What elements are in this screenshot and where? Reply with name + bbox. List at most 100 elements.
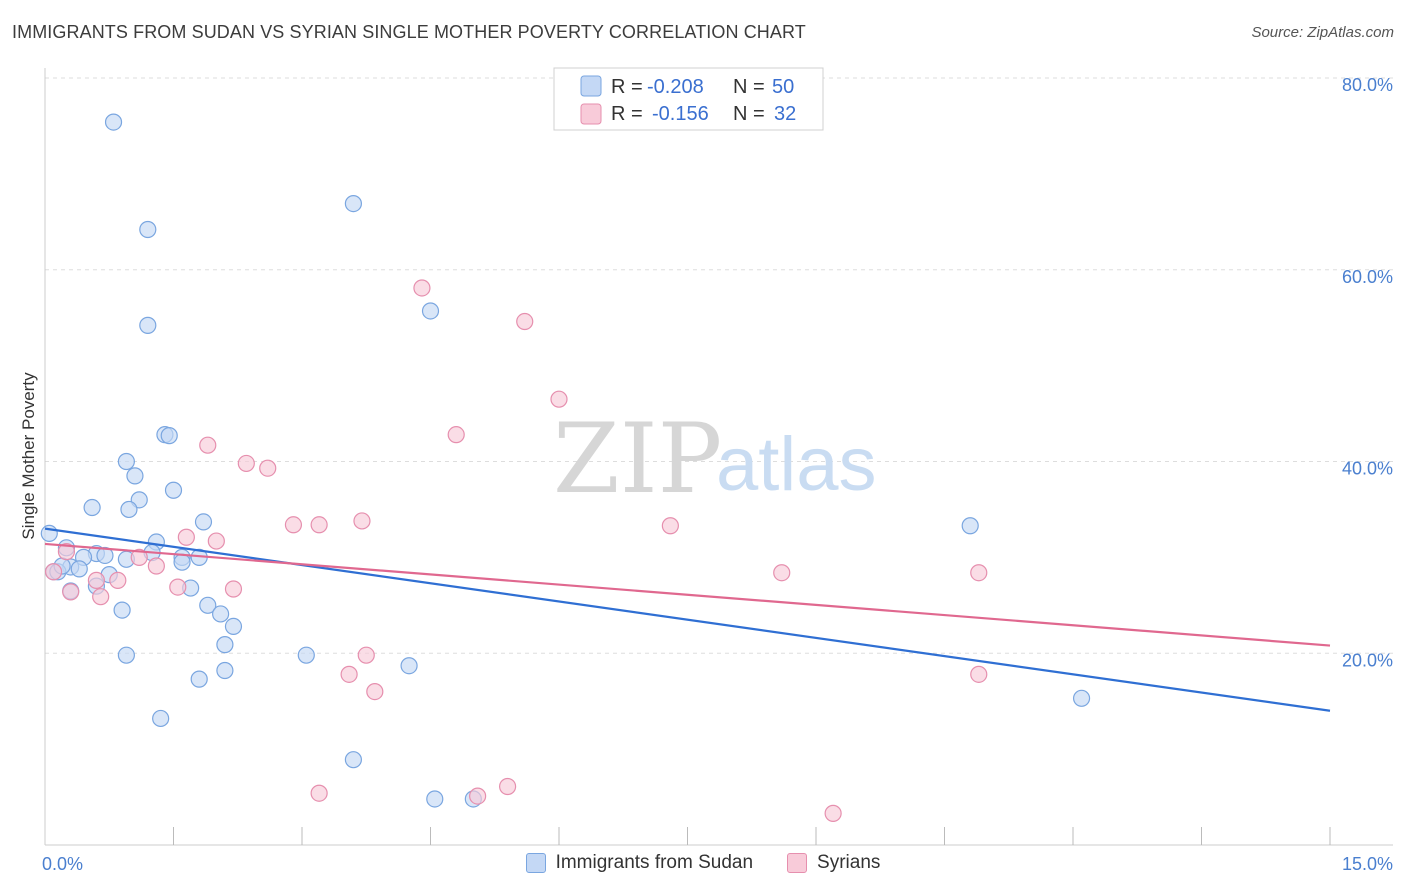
sudan-point	[426, 790, 444, 808]
watermark: ZIP atlas	[553, 403, 877, 515]
syria-point	[357, 646, 375, 664]
syria-point	[130, 548, 148, 566]
stat-n-value-syria: 32	[774, 103, 796, 125]
sudan-point	[400, 657, 418, 675]
stats-box: R = -0.208 N = 50 R = -0.156 N = 32	[553, 67, 824, 131]
sudan-point	[344, 751, 362, 769]
sudan-point	[421, 302, 440, 320]
sudan-point	[216, 636, 234, 654]
stat-r-label-sudan: R =	[611, 76, 643, 98]
sudan-point	[152, 709, 170, 728]
stat-r-label-syria: R =	[611, 103, 643, 125]
syria-point	[207, 532, 225, 550]
syria-point	[177, 528, 195, 546]
y-tick-label: 60.0%	[1342, 267, 1393, 287]
sudan-point	[40, 524, 58, 543]
legend-label-sudan: Immigrants from Sudan	[555, 852, 754, 873]
syria-point	[970, 665, 988, 683]
y-axis-label: Single Mother Poverty	[19, 372, 38, 540]
stat-r-value-syria: -0.156	[652, 103, 709, 125]
syria-point	[340, 665, 358, 683]
sudan-point	[173, 553, 191, 571]
syria-point	[224, 580, 243, 598]
legend-swatch-syria	[787, 853, 808, 873]
sudan-point	[961, 517, 979, 535]
syria-point	[310, 516, 328, 534]
sudan-point	[344, 194, 362, 213]
x-tick-label-max: 15.0%	[1342, 854, 1393, 874]
trend-line-sudan	[44, 527, 1331, 712]
syria-point	[413, 279, 431, 297]
sudan-point	[190, 670, 208, 688]
syria-point	[773, 564, 791, 582]
syria-point	[824, 804, 842, 822]
syria-point	[109, 571, 127, 589]
syria-point	[366, 682, 384, 701]
stats-swatch-syria	[580, 103, 602, 125]
syria-point	[310, 784, 328, 802]
legend-item-sudan: Immigrants from Sudan	[525, 852, 754, 874]
sudan-point	[160, 427, 178, 445]
sudan-point	[70, 560, 88, 578]
sudan-point	[164, 481, 183, 499]
syria-point	[237, 454, 255, 473]
sudan-point	[139, 316, 157, 334]
watermark-zip: ZIP	[553, 403, 722, 515]
x-tick-label-min: 0.0%	[42, 854, 83, 874]
sudan-point	[216, 661, 234, 680]
sudan-point	[83, 498, 101, 517]
axes	[44, 68, 1393, 846]
syria-point	[661, 517, 679, 535]
stat-r-value-sudan: -0.208	[647, 76, 704, 98]
chart-title: IMMIGRANTS FROM SUDAN VS SYRIAN SINGLE M…	[12, 22, 806, 42]
series-syria-points	[44, 279, 988, 822]
syria-point	[353, 512, 371, 530]
y-tick-label: 80.0%	[1342, 75, 1393, 95]
legend-label-syria: Syrians	[817, 852, 881, 873]
legend-item-syria: Syrians	[787, 852, 880, 874]
syria-point	[199, 436, 217, 454]
syria-point	[57, 543, 76, 561]
sudan-point	[224, 617, 243, 636]
trend-lines	[44, 527, 1331, 712]
syria-point	[516, 312, 534, 331]
sudan-point	[194, 513, 213, 531]
sudan-point	[117, 646, 135, 664]
syria-point	[62, 583, 80, 601]
sudan-point	[199, 596, 217, 614]
source-label: Source: ZipAtlas.com	[1251, 24, 1394, 41]
y-tick-label: 20.0%	[1342, 650, 1393, 670]
syria-point	[284, 516, 303, 534]
sudan-point	[212, 605, 230, 623]
sudan-point	[297, 646, 315, 664]
sudan-point	[104, 113, 123, 131]
sudan-point	[117, 452, 135, 471]
syria-point	[970, 564, 988, 582]
syria-point	[44, 563, 63, 581]
stats-swatch-sudan	[580, 75, 602, 97]
syria-point	[447, 426, 465, 444]
sudan-point	[139, 220, 157, 239]
y-tick-label: 40.0%	[1342, 459, 1393, 479]
grid-lines	[45, 77, 1393, 654]
stat-n-label-syria: N =	[733, 103, 765, 125]
sudan-point	[96, 546, 114, 565]
legend-swatch-sudan	[525, 853, 546, 873]
syria-point	[92, 588, 110, 606]
stat-n-value-sudan: 50	[772, 76, 794, 98]
y-tick-labels: 20.0% 40.0% 60.0% 80.0%	[1342, 75, 1393, 670]
syria-point	[499, 777, 517, 796]
sudan-point	[113, 601, 131, 619]
sudan-point	[1072, 689, 1091, 707]
legend: Immigrants from Sudan Syrians	[0, 852, 1406, 874]
syria-point	[87, 571, 106, 589]
syria-point	[469, 787, 487, 805]
syria-point	[169, 578, 187, 596]
sudan-point	[126, 467, 144, 485]
trend-line-syria	[44, 542, 1331, 647]
x-tick-labels: 0.0% 15.0%	[42, 854, 1393, 874]
stat-n-label-sudan: N =	[733, 76, 765, 98]
sudan-point	[120, 500, 138, 519]
syria-point	[550, 390, 568, 408]
